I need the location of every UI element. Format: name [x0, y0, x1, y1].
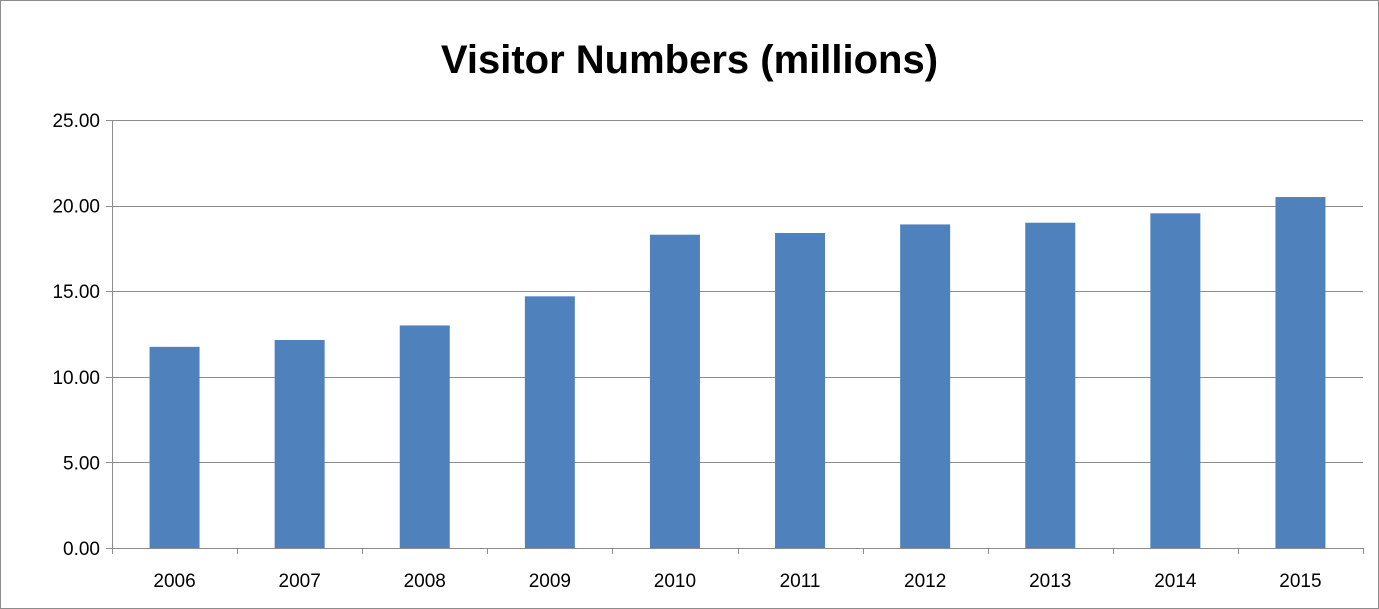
x-tick-label: 2007: [279, 571, 321, 592]
bar-2010: [649, 234, 700, 549]
x-tick-labels: 2006 2007 2008 2009 2010 2011 2012 2013 2014 2015: [153, 571, 1321, 592]
y-tick-label: 20.00: [52, 197, 100, 218]
y-tick-label: 10.00: [52, 368, 100, 389]
bar-2012: [900, 224, 951, 548]
x-tick-label: 2013: [1029, 571, 1071, 592]
x-tick-label: 2011: [780, 571, 821, 592]
y-tick-labels: 0.00 5.00 10.00 15.00 20.00 25.00: [52, 111, 100, 560]
y-tick-label: 5.00: [63, 453, 100, 474]
bar-2015: [1275, 197, 1326, 549]
y-tick-label: 15.00: [52, 282, 100, 303]
chart-title: Visitor Numbers (millions): [440, 38, 939, 82]
y-tick-label: 0.00: [63, 539, 100, 560]
x-tick-label: 2015: [1279, 571, 1321, 592]
bar-2011: [775, 232, 826, 548]
bar-2009: [524, 296, 575, 548]
bar-2014: [1150, 213, 1201, 548]
x-tick-label: 2006: [153, 571, 195, 592]
x-tick-label: 2010: [654, 571, 696, 592]
bars: [149, 197, 1326, 549]
bar-2007: [274, 339, 325, 548]
axes: [106, 120, 1364, 554]
bar-2013: [1025, 222, 1076, 548]
bar-2008: [399, 325, 450, 548]
x-tick-label: 2012: [904, 571, 946, 592]
y-tick-label: 25.00: [52, 111, 100, 132]
x-tick-label: 2008: [404, 571, 446, 592]
bar-2006: [149, 346, 200, 548]
x-tick-label: 2014: [1154, 571, 1197, 592]
x-tick-label: 2009: [529, 571, 571, 592]
